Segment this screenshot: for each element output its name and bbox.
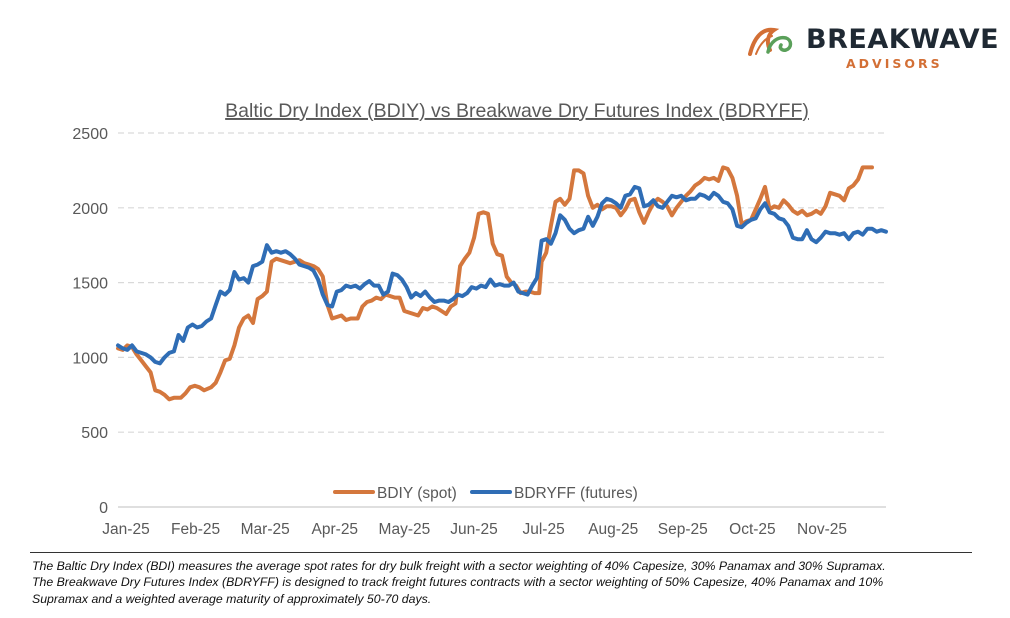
legend: BDIY (spot) BDRYFF (futures): [333, 485, 638, 502]
x-tick-label: Oct-25: [729, 521, 776, 538]
legend-label: BDIY (spot): [377, 485, 457, 502]
y-axis: 0 500 1000 1500 2000 2500: [72, 126, 108, 517]
x-tick-label: Apr-25: [312, 521, 359, 538]
x-tick-label: Mar-25: [241, 521, 290, 538]
logo-wordmark: BREAKWAVE: [806, 24, 1000, 55]
caption-line-2: The Breakwave Dry Futures Index (BDRYFF)…: [32, 575, 884, 590]
y-tick-label: 1500: [72, 276, 108, 293]
x-tick-label: Aug-25: [588, 521, 638, 538]
breakwave-logo: BREAKWAVE ADVISORS: [748, 22, 999, 74]
wave-logo-icon: [748, 27, 793, 56]
y-tick-label: 0: [99, 500, 108, 517]
logo-subtitle: ADVISORS: [846, 56, 943, 71]
y-tick-label: 2500: [72, 126, 108, 143]
chart-title: Baltic Dry Index (BDIY) vs Breakwave Dry…: [225, 100, 809, 122]
y-tick-label: 500: [81, 425, 108, 442]
legend-label: BDRYFF (futures): [514, 485, 638, 502]
y-tick-label: 1000: [72, 350, 108, 367]
series: [116, 165, 888, 402]
bdryff-series-line: [116, 184, 888, 366]
x-tick-label: Jun-25: [450, 521, 497, 538]
caption-line-1: The Baltic Dry Index (BDI) measures the …: [32, 559, 886, 573]
line-chart: Baltic Dry Index (BDIY) vs Breakwave Dry…: [72, 100, 888, 538]
chart-caption: The Baltic Dry Index (BDI) measures the …: [32, 558, 982, 607]
x-tick-label: Nov-25: [797, 521, 847, 538]
x-tick-label: Feb-25: [171, 521, 220, 538]
x-tick-label: May-25: [379, 521, 431, 538]
x-axis: Jan-25 Feb-25 Mar-25 Apr-25 May-25 Jun-25 Jul-…: [102, 521, 847, 538]
x-tick-label: Sep-25: [658, 521, 708, 538]
x-tick-label: Jul-25: [522, 521, 564, 538]
caption-divider: [30, 552, 972, 553]
x-tick-label: Jan-25: [102, 521, 149, 538]
caption-line-3: Supramax and a weighted average maturity…: [32, 591, 432, 606]
y-tick-label: 2000: [72, 201, 108, 218]
